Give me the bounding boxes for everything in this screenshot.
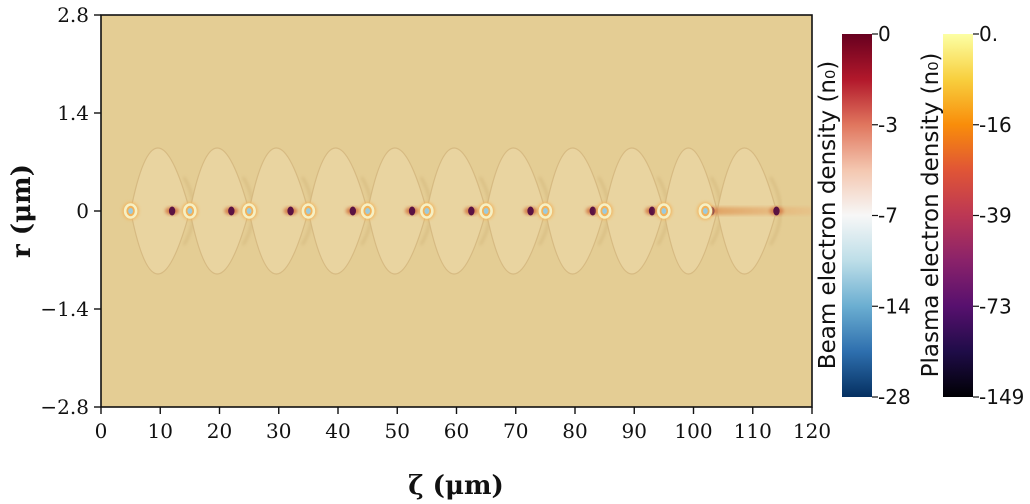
x-tick-label: 50	[385, 419, 410, 443]
beam-bunch-core	[187, 208, 193, 214]
beam-bunch	[301, 203, 316, 219]
y-tick-label: 2.8	[57, 3, 89, 27]
plasma-density-spike	[287, 206, 294, 216]
beam-bunch	[479, 203, 493, 219]
beam-density-colorbar: 0 -3 -7 -14 -28 Beam electron density (n₀)	[815, 22, 911, 409]
x-axis: 0 10 20 30 40 50 60 70 80 90 100 110 120	[95, 407, 831, 443]
colorbar-tick-label: -39	[979, 204, 1012, 228]
beam-bunch-core	[305, 208, 311, 214]
beam-bunch-core	[424, 208, 430, 214]
trailing-beam	[717, 207, 812, 215]
beam-bunch-core	[483, 208, 489, 214]
plasma-colorbar-label: Plasma electron density (n₀)	[918, 53, 944, 378]
y-tick-label: 0	[76, 199, 89, 223]
beam-bunch	[698, 203, 713, 219]
colorbar-tick-label: 0.	[979, 22, 998, 46]
heatmap-layer	[122, 147, 812, 275]
y-tick-label: −2.8	[40, 395, 89, 419]
beam-bunch	[420, 203, 434, 219]
plasma-density-spike	[527, 206, 534, 216]
colorbar-tick-label: -7	[878, 204, 898, 228]
beam-bunch	[183, 203, 197, 219]
colorbar-tick-label: -149	[979, 385, 1024, 409]
plasma-density-spike	[228, 206, 235, 216]
x-tick-label: 80	[562, 419, 587, 443]
colorbar-tick-label: -73	[979, 294, 1012, 318]
beam-bunch	[657, 203, 671, 219]
colorbar-tick-label: -3	[878, 113, 898, 137]
y-axis: 2.8 1.4 0 −1.4 −2.8	[40, 3, 101, 419]
x-tick-label: 90	[622, 419, 647, 443]
beam-colorbar-bar	[842, 34, 872, 397]
colorbar-tick-label: -16	[979, 113, 1012, 137]
x-tick-label: 110	[734, 419, 772, 443]
plasma-density-colorbar: 0. -16 -39 -73 -149 Plasma electron density …	[918, 22, 1024, 409]
x-tick-label: 40	[325, 419, 350, 443]
x-tick-label: 120	[793, 419, 831, 443]
beam-bunch	[242, 203, 256, 219]
colorbar-tick-label: 0	[878, 22, 891, 46]
x-tick-label: 70	[503, 419, 528, 443]
beam-bunch-core	[602, 208, 608, 214]
x-tick-label: 60	[444, 419, 469, 443]
beam-bunch-core	[661, 208, 667, 214]
x-axis-label: ζ (μm)	[408, 471, 504, 501]
y-tick-label: −1.4	[40, 297, 89, 321]
plasma-density-spike	[349, 206, 357, 216]
x-tick-label: 30	[266, 419, 291, 443]
plasma-colorbar-bar	[943, 34, 973, 397]
beam-bunch	[360, 203, 375, 219]
plasma-density-spike	[773, 206, 780, 216]
plasma-density-spike	[589, 206, 596, 216]
beam-bunch	[597, 203, 612, 219]
beam-colorbar-ticks: 0 -3 -7 -14 -28	[872, 22, 911, 409]
y-tick-label: 1.4	[57, 101, 89, 125]
beam-bunch-core	[542, 208, 548, 214]
plasma-density-spike	[168, 206, 176, 216]
plasma-density-spike	[468, 206, 475, 216]
plasma-density-spike	[648, 206, 656, 216]
y-axis-label: r (μm)	[7, 164, 37, 258]
beam-bunch-core	[702, 208, 708, 214]
plasma-density-spike	[408, 206, 416, 216]
beam-bunch-core	[246, 208, 252, 214]
x-tick-label: 0	[95, 419, 108, 443]
beam-bunch-core	[128, 208, 134, 214]
x-tick-label: 10	[148, 419, 173, 443]
colorbar-tick-label: -14	[878, 294, 911, 318]
beam-colorbar-label: Beam electron density (n₀)	[815, 61, 841, 369]
beam-bunch	[123, 203, 138, 219]
beam-bunch	[538, 203, 553, 219]
colorbar-tick-label: -28	[878, 385, 911, 409]
plasma-colorbar-ticks: 0. -16 -39 -73 -149	[973, 22, 1024, 409]
x-tick-label: 20	[207, 419, 232, 443]
x-tick-label: 100	[674, 419, 712, 443]
beam-bunch-core	[365, 208, 371, 214]
